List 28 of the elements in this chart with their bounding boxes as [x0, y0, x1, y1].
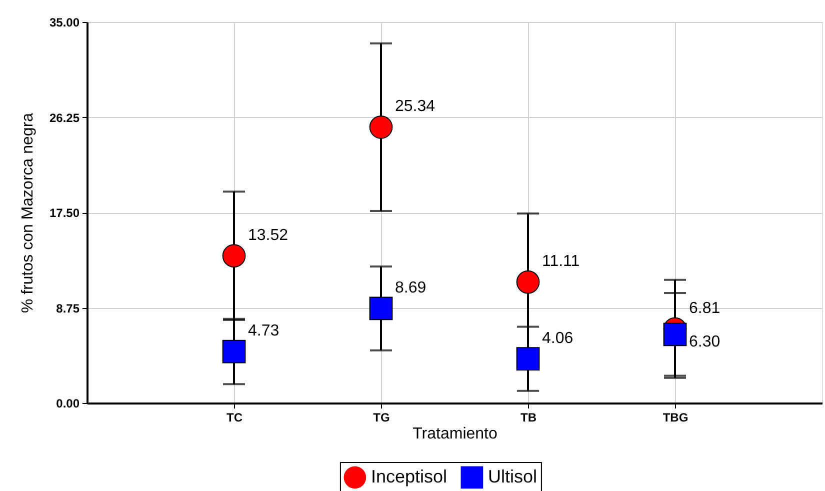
- x-tick-label: TBG: [662, 410, 688, 424]
- data-label: 8.69: [395, 279, 426, 296]
- point: [516, 270, 540, 294]
- x-axis-title: Tratamiento: [412, 426, 498, 442]
- point: [369, 296, 393, 320]
- legend-label: Inceptisol: [370, 466, 447, 486]
- point: [516, 347, 540, 370]
- y-axis-title: % frutos con Mazorca negra: [19, 112, 36, 314]
- legend-label: Ultisol: [488, 466, 537, 486]
- x-tick-label: TG: [373, 410, 390, 424]
- point: [222, 244, 246, 268]
- y-tick-label: 35.00: [49, 16, 80, 30]
- x-tick-label: TC: [226, 410, 243, 424]
- data-label: 4.73: [248, 322, 280, 340]
- point: [222, 340, 246, 364]
- x-tick-label: TB: [520, 410, 537, 424]
- data-label: 4.06: [542, 330, 574, 347]
- data-label: 11.11: [542, 253, 580, 270]
- data-label: 6.81: [689, 300, 720, 317]
- data-label: 25.34: [395, 98, 436, 116]
- data-label: 6.30: [689, 333, 720, 350]
- point: [369, 116, 393, 139]
- data-label: 13.52: [248, 226, 288, 244]
- point: [663, 322, 687, 346]
- y-tick-label: 26.25: [49, 110, 80, 125]
- y-tick-label: 17.50: [49, 206, 80, 220]
- y-tick-label: 8.75: [56, 301, 80, 316]
- y-tick-label: 0.00: [56, 396, 80, 410]
